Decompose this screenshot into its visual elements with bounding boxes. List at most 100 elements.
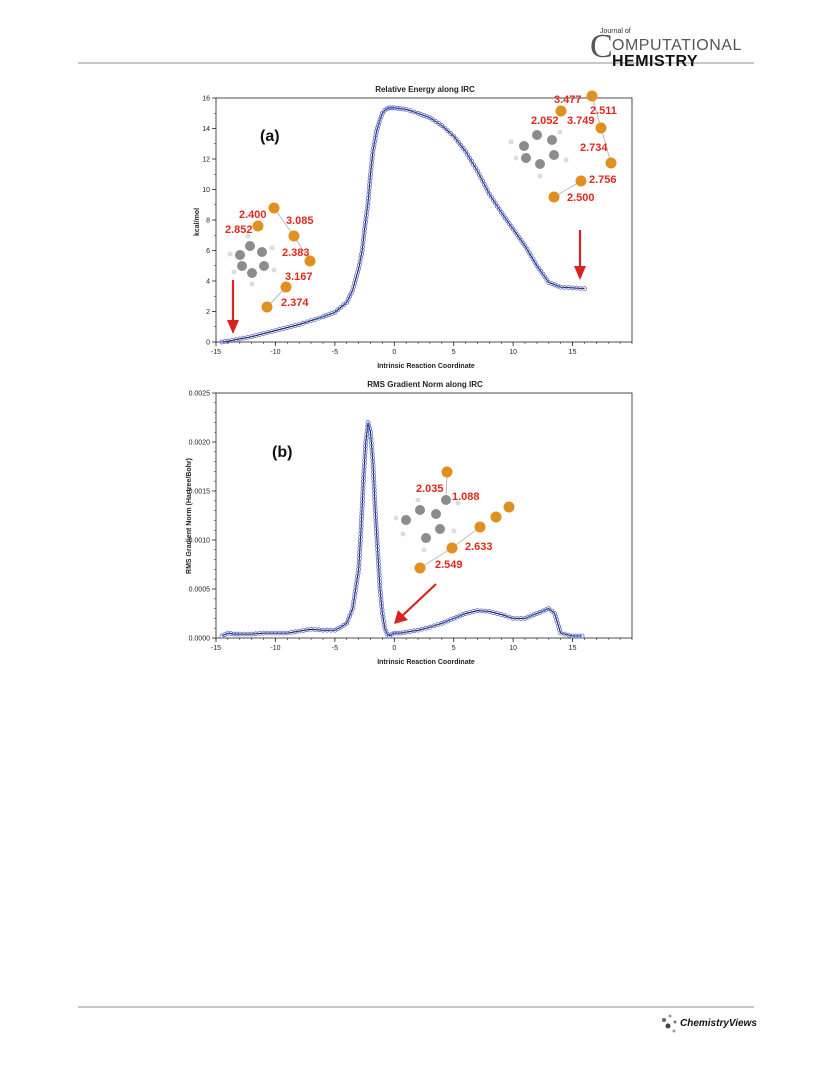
data-point <box>375 123 381 128</box>
header-rule <box>78 62 754 64</box>
product-distance-label: 3.749 <box>567 115 595 127</box>
data-point <box>360 482 366 488</box>
x-tick-label: 0 <box>392 349 396 356</box>
data-point <box>329 310 335 316</box>
y-tick-label: 0.0000 <box>189 636 211 643</box>
data-point <box>359 517 364 523</box>
data-point <box>222 339 228 345</box>
chart-b-ylabel: RMS Gradient Norm (Hartree/Bohr) <box>186 458 193 574</box>
data-point <box>528 613 534 619</box>
data-point <box>377 116 383 122</box>
data-point <box>365 419 371 425</box>
chart-a-ylabel: kcal/mol <box>194 208 201 236</box>
data-point <box>362 223 368 229</box>
data-point <box>448 617 454 622</box>
y-tick-label: 0.0015 <box>189 489 211 496</box>
data-point <box>582 286 587 292</box>
data-point <box>360 489 366 495</box>
data-point <box>372 504 378 510</box>
data-point <box>353 584 359 590</box>
data-point <box>549 281 555 287</box>
chart-a-title: Relative Energy along IRC <box>375 85 475 94</box>
data-point <box>379 110 385 116</box>
product-distance-label: 2.052 <box>531 115 559 127</box>
data-point <box>367 182 373 187</box>
data-point <box>371 473 377 479</box>
data-point <box>359 513 365 519</box>
chart-a-panel-label: (a) <box>260 128 280 145</box>
data-point <box>363 212 369 218</box>
data-point <box>357 552 362 558</box>
data-point <box>370 469 376 475</box>
data-point <box>387 105 392 111</box>
data-point <box>397 106 403 112</box>
data-point <box>371 476 377 482</box>
data-point <box>341 302 347 308</box>
product-molecule-illustration <box>508 90 617 203</box>
data-point <box>522 616 528 621</box>
data-point <box>228 631 234 636</box>
data-point <box>537 609 543 615</box>
x-tick-label: 15 <box>569 645 577 652</box>
data-point <box>359 499 365 505</box>
data-point <box>389 631 395 637</box>
x-tick-label: 5 <box>452 349 456 356</box>
data-point <box>442 125 448 131</box>
data-point <box>320 314 326 320</box>
data-point <box>439 620 445 626</box>
data-point <box>448 131 454 136</box>
x-tick-label: -15 <box>211 645 221 652</box>
chart-b-xlabel: Intrinsic Reaction Coordinate <box>377 659 475 666</box>
data-point <box>370 466 376 472</box>
data-point <box>376 561 381 567</box>
data-point <box>451 133 457 139</box>
data-point <box>397 630 403 636</box>
chart-a: Relative Energy along IRC -15 -10 -5 0 5 10 15… <box>194 85 633 370</box>
data-point <box>372 494 378 500</box>
data-point <box>371 145 376 151</box>
data-point <box>234 631 240 637</box>
data-point <box>457 613 463 619</box>
x-tick-label: -10 <box>270 349 280 356</box>
data-point <box>367 178 373 184</box>
data-point <box>456 139 461 145</box>
chart-b: RMS Gradient Norm along IRC -15 -10 -5 0 5 10… <box>186 380 633 666</box>
data-point <box>424 114 430 120</box>
footer-rule <box>78 1006 754 1008</box>
data-point <box>374 529 380 535</box>
data-point <box>451 616 457 621</box>
data-point <box>532 259 538 265</box>
product-arrow <box>574 230 586 280</box>
data-point <box>373 132 379 138</box>
y-tick-label: 4 <box>206 279 210 286</box>
data-point <box>355 574 360 579</box>
data-point <box>360 237 366 243</box>
journal-logo-line1: OMPUTATIONAL <box>612 37 742 54</box>
y-tick-label: 12 <box>202 157 210 164</box>
x-tick-label: -5 <box>332 645 338 652</box>
data-point <box>365 195 371 201</box>
data-point <box>552 611 558 616</box>
data-point <box>356 563 362 569</box>
data-point <box>460 145 466 151</box>
reactant-distance-label: 3.085 <box>286 215 314 227</box>
product-distance-label: 2.511 <box>590 105 617 117</box>
publisher-logo: ChemistryViews <box>660 1012 760 1036</box>
data-point <box>418 112 424 117</box>
data-point <box>378 600 384 606</box>
data-point <box>361 464 367 470</box>
data-point <box>376 120 382 125</box>
data-point <box>225 630 231 636</box>
journal-logo: Journal of C OMPUTATIONAL HEMISTRY <box>590 28 750 70</box>
data-point <box>366 192 372 198</box>
data-point <box>323 313 329 319</box>
data-point <box>394 630 400 636</box>
molecule-dots-icon <box>662 1014 677 1033</box>
data-point <box>460 612 466 618</box>
data-point <box>359 503 365 509</box>
reactant-distance-label: 2.383 <box>282 247 310 259</box>
data-point <box>372 135 378 141</box>
y-tick-label: 8 <box>206 218 210 225</box>
chart-b-panel-label: (b) <box>272 444 292 461</box>
data-point <box>231 631 237 637</box>
